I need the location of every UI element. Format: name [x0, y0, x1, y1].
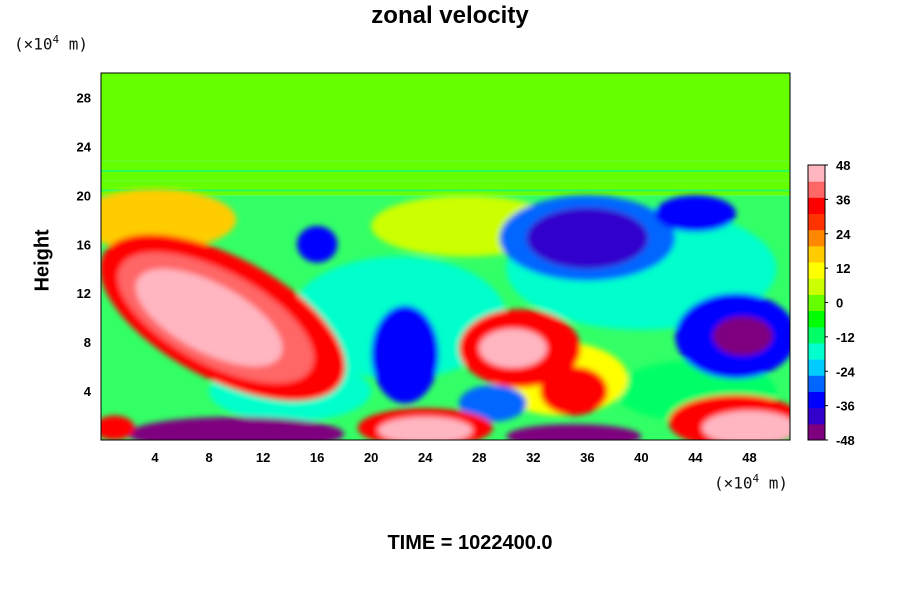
colorbar-tick-label: 36	[836, 192, 850, 207]
colorbar-segment	[808, 262, 825, 279]
y-axis-unit: (×104 m)	[14, 33, 89, 54]
blob	[702, 410, 790, 440]
x-tick-label: 40	[634, 450, 648, 465]
blob	[377, 416, 473, 440]
band-line	[101, 179, 790, 182]
x-tick-label: 8	[205, 450, 212, 465]
y-tick-label: 28	[77, 90, 91, 105]
colorbar-segment	[808, 342, 825, 360]
x-tick-label: 32	[526, 450, 540, 465]
colorbar-segment	[808, 278, 825, 295]
y-tick-label: 20	[77, 188, 91, 203]
x-tick-label: 28	[472, 450, 486, 465]
time-footer: TIME = 1022400.0	[387, 532, 553, 554]
blob	[479, 328, 547, 368]
colorbar-segment	[808, 197, 825, 215]
blob	[101, 415, 135, 440]
heatmap-field	[101, 73, 790, 440]
upper-layer	[101, 73, 790, 196]
blob	[296, 225, 338, 263]
x-tick-label: 16	[310, 450, 324, 465]
colorbar-segment	[808, 165, 825, 182]
colorbar-segment	[808, 326, 825, 344]
colorbar-segment	[808, 229, 825, 247]
y-tick-label: 12	[77, 286, 91, 301]
blob	[506, 424, 642, 440]
colorbar-segment	[808, 359, 825, 376]
x-tick-label: 20	[364, 450, 378, 465]
x-tick-label: 12	[256, 450, 270, 465]
x-tick-label: 44	[688, 450, 703, 465]
colorbar-segment	[808, 213, 825, 231]
colorbar-tick-label: -24	[836, 364, 856, 379]
field-blobs	[101, 189, 790, 440]
colorbar-segment	[808, 407, 825, 425]
blob	[128, 416, 345, 440]
colorbar-segment	[808, 181, 825, 198]
blob	[135, 269, 283, 367]
colorbar-tick-label: 12	[836, 261, 850, 276]
x-tick-label: 24	[418, 450, 433, 465]
colorbar-segment	[808, 245, 825, 263]
colorbar-tick-label: -48	[836, 433, 855, 448]
y-tick-label: 24	[77, 139, 92, 154]
band-line	[101, 189, 790, 192]
blob	[654, 195, 736, 233]
colorbar-tick-label: 0	[836, 296, 843, 311]
colorbar-segment	[808, 391, 825, 409]
y-tick-label: 8	[84, 335, 91, 350]
blob	[371, 305, 439, 404]
colorbar: 48 36 24 12 0 -12 -24 -36 -48	[807, 158, 856, 448]
colorbar-segment	[808, 375, 825, 392]
blob	[101, 189, 237, 251]
colorbar-tick-label: -12	[836, 330, 855, 345]
colorbar-tick-label: 24	[836, 227, 851, 242]
plot-frame	[100, 72, 791, 441]
x-axis-unit: (×104 m)	[714, 472, 789, 493]
colorbar-segment	[808, 294, 825, 312]
blob	[712, 316, 773, 356]
chart-title: zonal velocity	[371, 2, 529, 29]
colorbar-segment	[808, 423, 825, 441]
band-line	[101, 160, 790, 163]
blob	[540, 366, 608, 416]
blob	[459, 384, 527, 422]
blob	[526, 207, 649, 269]
x-tick-label: 48	[742, 450, 756, 465]
band-line	[101, 169, 790, 172]
y-tick-label: 4	[84, 384, 92, 399]
colorbar-tick-label: 48	[836, 158, 850, 173]
y-axis-label: Height	[31, 229, 54, 292]
colorbar-tick-label: -36	[836, 399, 855, 414]
colorbar-segment	[808, 310, 825, 328]
y-tick-label: 16	[77, 237, 91, 252]
x-tick-label: 4	[151, 450, 159, 465]
x-tick-label: 36	[580, 450, 594, 465]
